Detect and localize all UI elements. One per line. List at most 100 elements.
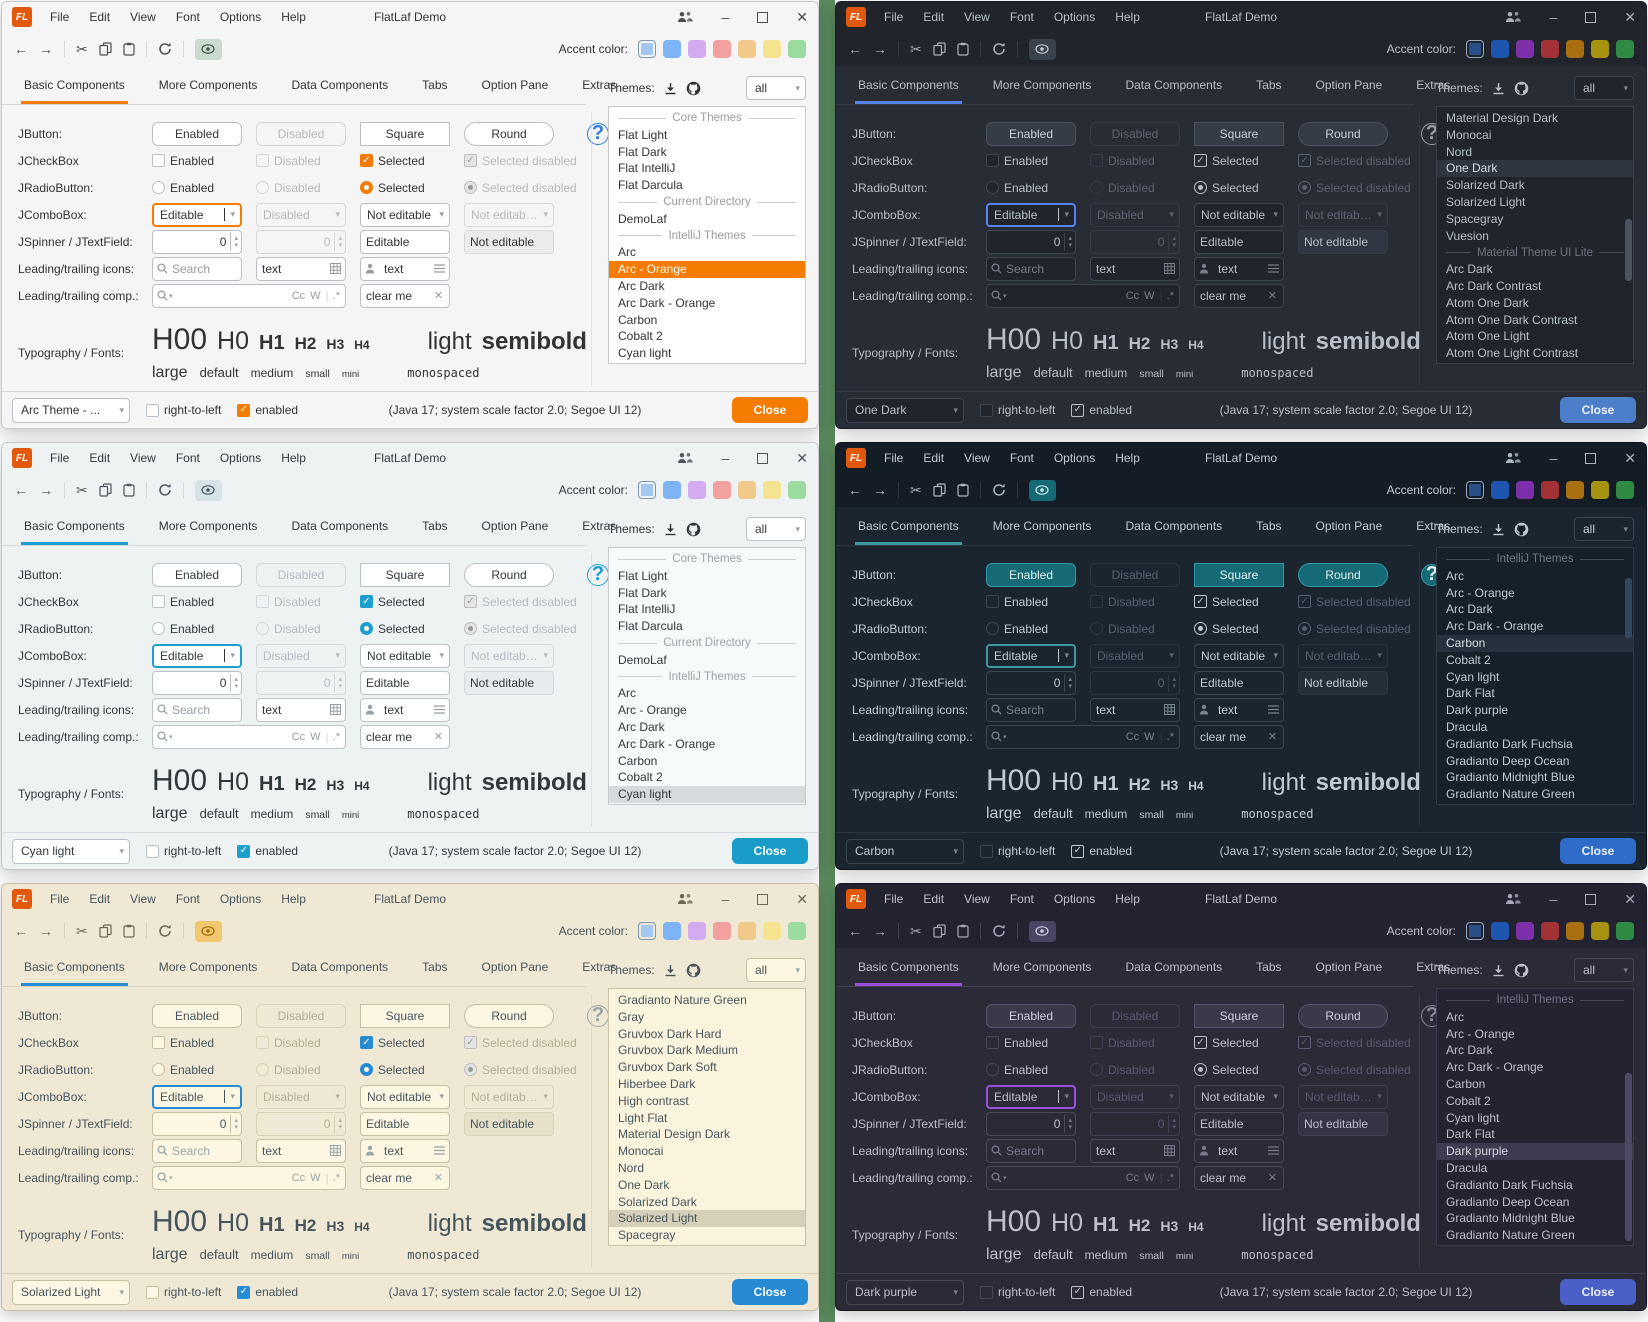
theme-item-flat-dark[interactable]: Flat Dark	[618, 144, 667, 159]
accent-swatch-7[interactable]	[1616, 40, 1634, 58]
text-input-calendar[interactable]: text	[256, 256, 346, 281]
menu-file[interactable]: File	[50, 451, 70, 465]
square-button[interactable]: Square	[360, 1003, 450, 1028]
whole-words-toggle[interactable]: W	[310, 1171, 321, 1184]
tab-tabs[interactable]: Tabs	[422, 519, 448, 533]
tab-more-components[interactable]: More Components	[992, 519, 1092, 533]
users-icon[interactable]	[1505, 11, 1522, 23]
editable-textfield[interactable]: Editable	[1194, 670, 1284, 695]
theme-item-solarized-light[interactable]: Solarized Light	[609, 1210, 805, 1228]
menu-edit[interactable]: Edit	[89, 10, 111, 24]
checkbox-selected[interactable]	[360, 1036, 373, 1049]
text-input-calendar[interactable]: text	[1090, 1138, 1180, 1163]
search-with-options-input[interactable]: ▾ Cc W | .*	[986, 1165, 1180, 1190]
theme-item-cyan-light[interactable]: Cyan light	[1446, 669, 1500, 684]
enabled-checkbox[interactable]: enabled	[237, 403, 298, 417]
cut-icon[interactable]: ✂	[910, 923, 922, 939]
accent-swatch-1[interactable]	[1466, 922, 1484, 940]
accent-swatch-6[interactable]	[763, 481, 781, 499]
menu-help[interactable]: Help	[1115, 892, 1140, 906]
theme-item-cyan-light[interactable]: Cyan light	[618, 346, 672, 361]
text-input-person[interactable]: text	[1194, 697, 1284, 722]
text-input-calendar[interactable]: text	[256, 1138, 346, 1163]
enabled-button[interactable]: Enabled	[152, 121, 242, 146]
accent-swatch-5[interactable]	[1566, 481, 1584, 499]
theme-item-gray[interactable]: Gray	[618, 1009, 645, 1024]
paste-icon[interactable]	[957, 924, 969, 938]
editable-textfield[interactable]: Editable	[360, 229, 450, 254]
calendar-grid-icon[interactable]	[1160, 1145, 1179, 1156]
chevron-down-icon[interactable]: ▾	[439, 209, 444, 219]
search-dropdown-icon[interactable]: ▾	[987, 290, 1011, 301]
list-icon[interactable]	[430, 264, 449, 273]
regex-toggle[interactable]: .*	[1166, 289, 1174, 302]
round-button[interactable]: Round	[464, 562, 554, 587]
checkbox-enabled[interactable]	[986, 595, 999, 608]
theme-item-dark-flat[interactable]: Dark Flat	[609, 362, 805, 364]
tab-data-components[interactable]: Data Components	[1125, 78, 1223, 92]
theme-list[interactable]: Gradianto Nature Green Gray Gruvbox Dark H…	[608, 988, 806, 1246]
tab-tabs[interactable]: Tabs	[1256, 78, 1282, 92]
theme-item-cobalt-2[interactable]: Cobalt 2	[618, 770, 663, 785]
theme-item-flat-darcula[interactable]: Flat Darcula	[618, 178, 683, 193]
menu-font[interactable]: Font	[175, 451, 200, 465]
enabled-checkbox[interactable]: enabled	[237, 1285, 298, 1299]
clear-me-input[interactable]: clear me ✕	[1194, 724, 1284, 749]
clear-me-input[interactable]: clear me ✕	[1194, 1165, 1284, 1190]
whole-words-toggle[interactable]: W	[1144, 1171, 1155, 1184]
forward-icon[interactable]: →	[39, 923, 53, 939]
theme-item-arc-dark-orange[interactable]: Arc Dark - Orange	[618, 295, 716, 310]
theme-item-arc[interactable]: Arc	[618, 686, 636, 701]
theme-item-nord[interactable]: Nord	[618, 1160, 645, 1175]
theme-item-gradianto-dark-fuchsia[interactable]: Gradianto Dark Fuchsia	[1446, 736, 1573, 751]
accent-swatch-5[interactable]	[1566, 922, 1584, 940]
theme-item-cobalt-2[interactable]: Cobalt 2	[1446, 1093, 1491, 1108]
enabled-checkbox[interactable]: enabled	[1071, 403, 1132, 417]
editable-combobox[interactable]: Editable ▾	[152, 202, 242, 227]
search-input[interactable]: Search	[986, 1138, 1076, 1163]
rtl-checkbox-box[interactable]	[980, 844, 993, 858]
spinner-arrows[interactable]: ▴ ▾	[230, 673, 241, 692]
editable-combobox[interactable]: Editable ▾	[152, 643, 242, 668]
theme-item-cobalt-2[interactable]: Cobalt 2	[1446, 652, 1491, 667]
copy-icon[interactable]	[99, 483, 112, 497]
theme-item-arc-orange[interactable]: Arc - Orange	[1446, 1026, 1515, 1041]
radio-selected[interactable]	[360, 181, 373, 194]
show-hidden-toggle[interactable]	[1028, 920, 1056, 942]
menu-font[interactable]: Font	[1009, 10, 1034, 24]
menu-view[interactable]: View	[964, 892, 990, 906]
tab-basic-components[interactable]: Basic Components	[21, 519, 128, 545]
menu-edit[interactable]: Edit	[923, 451, 945, 465]
minimize-button[interactable]: –	[1549, 891, 1558, 907]
accent-swatch-2[interactable]	[663, 922, 681, 940]
minimize-button[interactable]: –	[1549, 450, 1558, 466]
square-button[interactable]: Square	[1194, 121, 1284, 146]
rtl-checkbox[interactable]: right-to-left	[146, 403, 221, 417]
editable-combobox[interactable]: Editable ▾	[986, 643, 1076, 668]
enabled-button[interactable]: Enabled	[986, 1003, 1076, 1028]
accent-swatch-3[interactable]	[688, 481, 706, 499]
show-hidden-toggle[interactable]	[194, 479, 222, 501]
theme-item-cyan-light[interactable]: Cyan light	[1446, 1110, 1500, 1125]
theme-item-solarized-dark[interactable]: Solarized Dark	[1446, 178, 1525, 193]
radio-selected[interactable]	[1194, 622, 1207, 635]
refresh-icon[interactable]	[158, 924, 172, 938]
close-button[interactable]: Close	[1560, 397, 1636, 423]
editable-combobox[interactable]: Editable ▾	[986, 1084, 1076, 1109]
tab-extras[interactable]: Extras	[1416, 78, 1451, 92]
rtl-checkbox[interactable]: right-to-left	[146, 1285, 221, 1299]
text-input-person[interactable]: text	[360, 256, 450, 281]
theme-item-cyan-light[interactable]: Cyan light	[609, 786, 805, 803]
close-button[interactable]: Close	[732, 838, 808, 864]
copy-icon[interactable]	[933, 924, 946, 938]
menu-help[interactable]: Help	[1115, 10, 1140, 24]
theme-item-flat-intellij[interactable]: Flat IntelliJ	[618, 602, 676, 617]
theme-list[interactable]: Core Themes Flat Light Flat Dark Flat Intel…	[608, 547, 806, 805]
theme-item-dracula[interactable]: Dracula	[1446, 1160, 1488, 1175]
menu-options[interactable]: Options	[1053, 892, 1096, 906]
tab-option-pane[interactable]: Option Pane	[1315, 960, 1383, 974]
theme-item-material-design-dark[interactable]: Material Design Dark	[1446, 111, 1559, 125]
enabled-checkbox-box[interactable]	[237, 403, 251, 417]
theme-item-high-contrast[interactable]: High contrast	[618, 1093, 689, 1108]
theme-item-gradianto-nature-green[interactable]: Gradianto Nature Green	[1446, 787, 1575, 802]
